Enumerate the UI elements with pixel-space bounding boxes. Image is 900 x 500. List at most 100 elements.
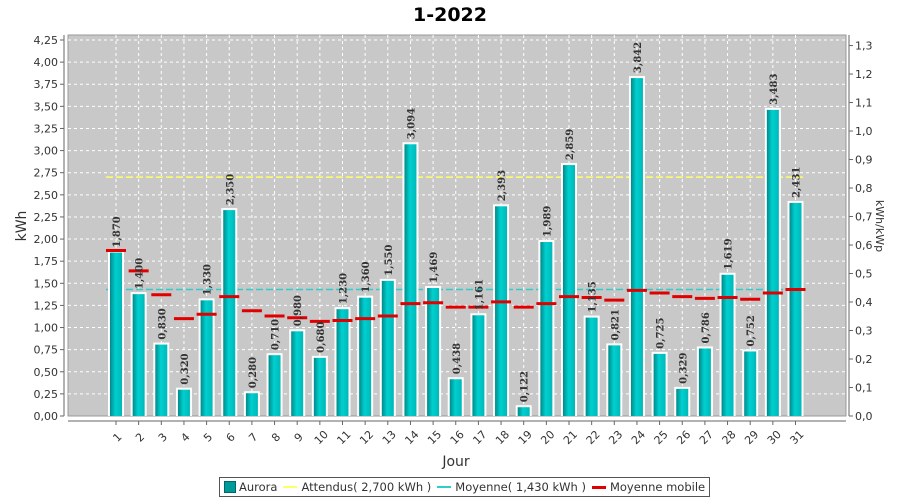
bar <box>359 297 372 416</box>
legend-swatch-moyenne-mobile <box>591 485 606 489</box>
data-label: 2,431 <box>792 167 803 198</box>
legend-label-aurora: Aurora <box>239 480 278 494</box>
x-tick-label: 25 <box>652 428 671 447</box>
legend: Aurora Attendus( 2,700 kWh ) Moyenne( 1,… <box>219 477 711 497</box>
bar <box>313 357 326 416</box>
data-label: 2,350 <box>225 174 236 205</box>
x-tick-label: 16 <box>448 428 467 447</box>
bar <box>472 315 485 416</box>
x-axis-label: Jour <box>441 454 470 470</box>
y-right-tick-label: 1,3 <box>855 40 873 53</box>
x-tick-label: 5 <box>201 430 215 444</box>
y-right-tick-label: 0,2 <box>855 353 873 366</box>
moving-average <box>106 249 806 323</box>
bar <box>381 280 394 416</box>
legend-item-aurora: Aurora <box>224 480 277 494</box>
y-tick-label: 0,75 <box>34 344 59 357</box>
legend-swatch-aurora <box>224 481 236 493</box>
grid-lines <box>68 35 846 416</box>
data-label: 0,821 <box>610 309 621 340</box>
data-label: 3,842 <box>633 42 644 73</box>
legend-label-moyenne: Moyenne( 1,430 kWh ) <box>455 480 586 494</box>
data-label: 1,989 <box>542 206 553 237</box>
x-tick-label: 14 <box>402 428 421 447</box>
x-tick-label: 29 <box>742 428 761 447</box>
data-label: 3,094 <box>406 108 417 139</box>
bar <box>449 379 462 416</box>
x-tick-label: 9 <box>292 430 306 444</box>
bar <box>608 345 621 416</box>
y-right-tick-label: 0,9 <box>855 154 873 167</box>
data-label: 1,469 <box>429 252 440 283</box>
data-label: 0,980 <box>293 295 304 326</box>
bar <box>200 300 213 416</box>
bar <box>698 348 711 416</box>
x-tick-label: 28 <box>720 428 739 447</box>
data-label: 0,320 <box>180 353 191 384</box>
x-tick-label: 18 <box>493 428 512 447</box>
y-right-tick-label: 1,2 <box>855 68 873 81</box>
y-tick-label: 0,00 <box>34 410 59 423</box>
plot-area <box>67 34 847 417</box>
data-label: 0,280 <box>248 357 259 388</box>
y-right-tick-label: 1,0 <box>855 125 873 138</box>
data-label: 0,122 <box>520 371 531 402</box>
y-right-tick-label: 0,6 <box>855 239 873 252</box>
x-tick-label: 23 <box>606 428 625 447</box>
data-label: 0,710 <box>271 319 282 350</box>
x-tick-label: 24 <box>629 428 648 447</box>
bar <box>268 355 281 416</box>
data-label: 0,786 <box>701 312 712 343</box>
x-tick-label: 21 <box>561 428 580 447</box>
y-tick-label: 4,25 <box>34 34 59 47</box>
bar <box>653 353 666 416</box>
data-label: 3,483 <box>769 74 780 105</box>
y-tick-label: 2,75 <box>34 167 59 180</box>
bar <box>404 144 417 416</box>
bar <box>630 78 643 416</box>
data-label: 1,360 <box>361 261 372 292</box>
x-tick-label: 15 <box>425 428 444 447</box>
bar <box>132 294 145 416</box>
x-tick-label: 2 <box>133 430 147 444</box>
legend-swatch-moyenne <box>437 486 452 488</box>
data-label: 0,329 <box>678 353 689 384</box>
data-label: 0,438 <box>452 343 463 374</box>
bar <box>721 274 734 416</box>
y-tick-label: 0,25 <box>34 388 59 401</box>
data-label: 1,870 <box>112 216 123 247</box>
x-tick-label: 20 <box>538 428 557 447</box>
x-tick-label: 31 <box>787 428 806 447</box>
y-tick-label: 1,50 <box>34 277 59 290</box>
bar <box>223 210 236 416</box>
x-tick-label: 3 <box>156 430 170 444</box>
data-label: 2,393 <box>497 170 508 201</box>
bar <box>495 206 508 416</box>
axes: 0,000,250,500,751,001,251,501,752,002,25… <box>34 34 873 447</box>
data-label: 0,725 <box>656 318 667 349</box>
bar <box>540 242 553 416</box>
y-tick-label: 1,25 <box>34 299 59 312</box>
y-right-tick-label: 0,7 <box>855 211 873 224</box>
data-label: 1,230 <box>339 273 350 304</box>
data-label: 1,135 <box>588 281 599 312</box>
y-right-tick-label: 0,5 <box>855 268 873 281</box>
y-tick-label: 1,75 <box>34 255 59 268</box>
x-tick-label: 7 <box>246 430 260 444</box>
x-tick-label: 30 <box>765 428 784 447</box>
bar <box>291 331 304 416</box>
data-label: 1,330 <box>203 264 214 295</box>
x-tick-label: 26 <box>674 428 693 447</box>
y-tick-label: 0,50 <box>34 366 59 379</box>
legend-item-attendus: Attendus( 2,700 kWh ) <box>283 480 431 494</box>
bar <box>177 389 190 416</box>
y-right-tick-label: 0,4 <box>855 296 873 309</box>
data-label: 1,161 <box>474 279 485 310</box>
x-tick-label: 4 <box>178 430 192 444</box>
y-tick-label: 3,50 <box>34 100 59 113</box>
y-axis-right-label: kWh/kWp <box>873 200 886 252</box>
legend-swatch-attendus <box>283 486 298 488</box>
data-label: 0,752 <box>746 315 757 346</box>
data-label: 0,830 <box>157 308 168 339</box>
